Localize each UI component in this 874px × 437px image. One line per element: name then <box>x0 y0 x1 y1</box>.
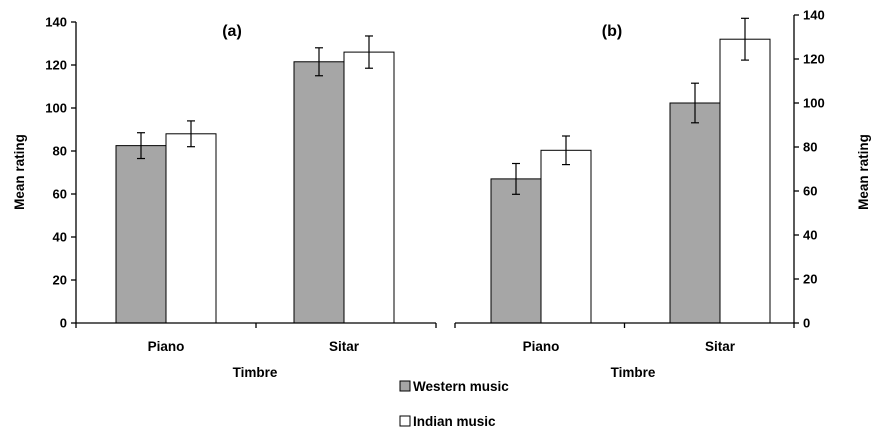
x-axis-title: Timbre <box>611 365 656 380</box>
bar-indian-music-piano <box>165 133 217 324</box>
error-bar <box>741 17 749 61</box>
bar-western-music-sitar <box>293 61 345 324</box>
chart-panel-b: 0 20 40 60 80 100 120 140 Piano Sitar Timbre Mean r… <box>454 8 871 380</box>
legend-item-western-music: Western music <box>399 379 509 394</box>
bar-indian-music-piano <box>540 149 592 324</box>
y-axis-title: Mean rating <box>12 134 27 210</box>
legend-label: Indian music <box>413 414 496 429</box>
y-tick-label: 40 <box>803 228 817 243</box>
error-bar <box>691 82 699 124</box>
x-tick-label-piano: Piano <box>523 339 560 354</box>
error-bar <box>512 162 520 195</box>
y-tick-label: 140 <box>803 8 825 23</box>
y-tick-label: 100 <box>803 96 825 111</box>
x-tick-label-piano: Piano <box>148 339 185 354</box>
panel-label: (a) <box>222 23 242 40</box>
y-tick-label: 0 <box>803 316 810 331</box>
bar-indian-music-sitar <box>719 38 771 324</box>
y-tick-label: 40 <box>53 230 67 245</box>
bar-indian-music-sitar <box>343 51 395 324</box>
y-tick-label: 80 <box>53 144 67 159</box>
bar-western-music-sitar <box>669 102 721 324</box>
error-bar <box>315 47 323 77</box>
y-tick-label: 60 <box>53 187 67 202</box>
y-tick-label: 120 <box>45 58 67 73</box>
error-bar <box>562 135 570 166</box>
panel-label: (b) <box>602 23 622 40</box>
chart-legend: Western music Indian music <box>399 379 509 429</box>
legend-label: Western music <box>413 379 509 394</box>
y-tick-label: 100 <box>45 101 67 116</box>
bar-western-music-piano <box>490 178 542 324</box>
y-axis-title: Mean rating <box>856 134 871 210</box>
legend-item-indian-music: Indian music <box>399 414 496 429</box>
x-tick-label-sitar: Sitar <box>329 339 360 354</box>
y-tick-label: 20 <box>53 273 67 288</box>
y-tick-label: 80 <box>803 140 817 155</box>
chart-panel-a: 0 20 40 60 80 100 120 140 Piano Sitar Timbre Mean r… <box>12 15 437 380</box>
error-bar <box>187 120 195 148</box>
y-tick-label: 60 <box>803 184 817 199</box>
bar-western-music-piano <box>115 145 167 324</box>
y-tick-label: 20 <box>803 272 817 287</box>
y-tick-label: 0 <box>60 316 67 331</box>
legend-swatch <box>399 380 411 392</box>
y-tick-label: 140 <box>45 15 67 30</box>
legend-swatch <box>399 415 411 427</box>
x-axis-title: Timbre <box>233 365 278 380</box>
y-tick-label: 120 <box>803 52 825 67</box>
error-bar <box>137 132 145 160</box>
x-tick-label-sitar: Sitar <box>705 339 736 354</box>
error-bar <box>365 35 373 69</box>
